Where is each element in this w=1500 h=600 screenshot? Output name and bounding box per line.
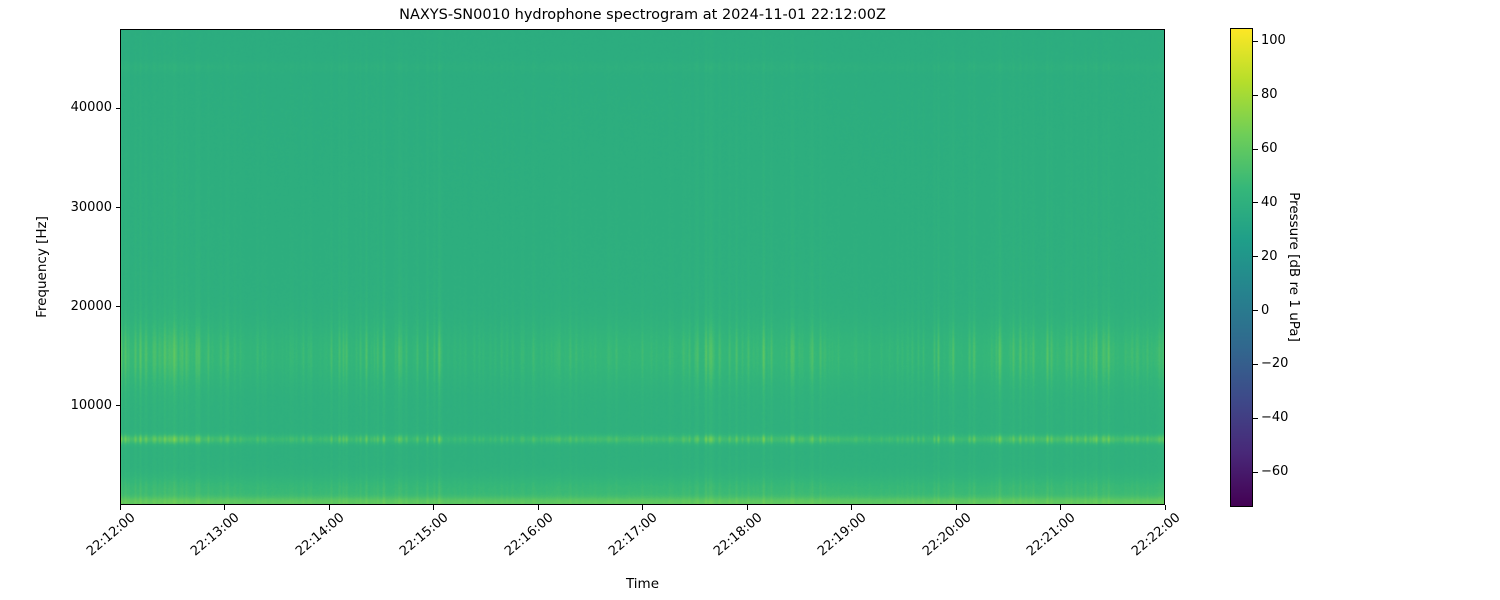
colorbar-tick-label: 100 [1261, 33, 1286, 49]
colorbar-tick-mark [1253, 310, 1258, 312]
colorbar-tick-mark [1253, 94, 1258, 96]
colorbar-tick-mark [1253, 202, 1258, 204]
colorbar-label: Pressure [dB re 1 uPa] [1286, 192, 1302, 342]
colorbar-tick-label: 80 [1261, 87, 1278, 103]
plot-area [120, 29, 1165, 505]
colorbar-tick-label: −60 [1261, 464, 1289, 480]
y-axis-label: Frequency [Hz] [34, 216, 50, 318]
colorbar-tick-label: 20 [1261, 248, 1278, 264]
y-tick-label: 40000 [70, 100, 112, 116]
colorbar-tick-mark [1253, 40, 1258, 42]
colorbar-tick-label: −40 [1261, 410, 1289, 426]
x-tick-label: 22:14:00 [292, 510, 347, 560]
colorbar [1230, 28, 1253, 507]
x-tick-mark [1164, 505, 1166, 510]
colorbar-tick-label: −20 [1261, 356, 1289, 372]
x-tick-label: 22:22:00 [1128, 510, 1183, 560]
x-tick-label: 22:19:00 [815, 510, 870, 560]
x-tick-label: 22:15:00 [397, 510, 452, 560]
colorbar-tick-mark [1253, 148, 1258, 150]
colorbar-tick-label: 40 [1261, 194, 1278, 210]
colorbar-tick-label: 60 [1261, 141, 1278, 157]
x-tick-label: 22:13:00 [188, 510, 243, 560]
x-tick-label: 22:21:00 [1024, 510, 1079, 560]
x-axis-label: Time [625, 576, 660, 592]
x-tick-label: 22:20:00 [919, 510, 974, 560]
colorbar-gradient [1231, 29, 1252, 506]
x-tick-mark [851, 505, 852, 510]
x-tick-mark [1060, 505, 1061, 510]
y-tick-label: 20000 [70, 298, 112, 314]
colorbar-tick-label: 0 [1261, 302, 1270, 318]
y-tick-mark [115, 306, 120, 308]
colorbar-tick-mark [1253, 471, 1258, 473]
x-tick-label: 22:12:00 [83, 510, 138, 560]
y-tick-mark [115, 207, 120, 208]
y-tick-label: 10000 [70, 397, 112, 413]
spectrogram-heatmap [121, 30, 1164, 504]
x-tick-mark [119, 505, 121, 510]
x-tick-label: 22:16:00 [501, 510, 556, 560]
x-tick-label: 22:18:00 [710, 510, 765, 560]
x-tick-mark [224, 505, 225, 510]
x-tick-mark [955, 505, 957, 510]
y-tick-label: 30000 [70, 199, 112, 215]
x-tick-mark [537, 505, 539, 510]
chart-title: NAXYS-SN0010 hydrophone spectrogram at 2… [399, 7, 886, 23]
x-tick-mark [746, 505, 748, 510]
x-tick-mark [433, 505, 434, 510]
y-tick-mark [115, 107, 120, 109]
colorbar-tick-mark [1253, 363, 1258, 365]
colorbar-tick-mark [1253, 417, 1258, 419]
x-tick-label: 22:17:00 [606, 510, 661, 560]
colorbar-tick-mark [1253, 256, 1258, 258]
x-tick-mark [642, 505, 643, 510]
y-tick-mark [115, 405, 120, 407]
x-tick-mark [328, 505, 330, 510]
